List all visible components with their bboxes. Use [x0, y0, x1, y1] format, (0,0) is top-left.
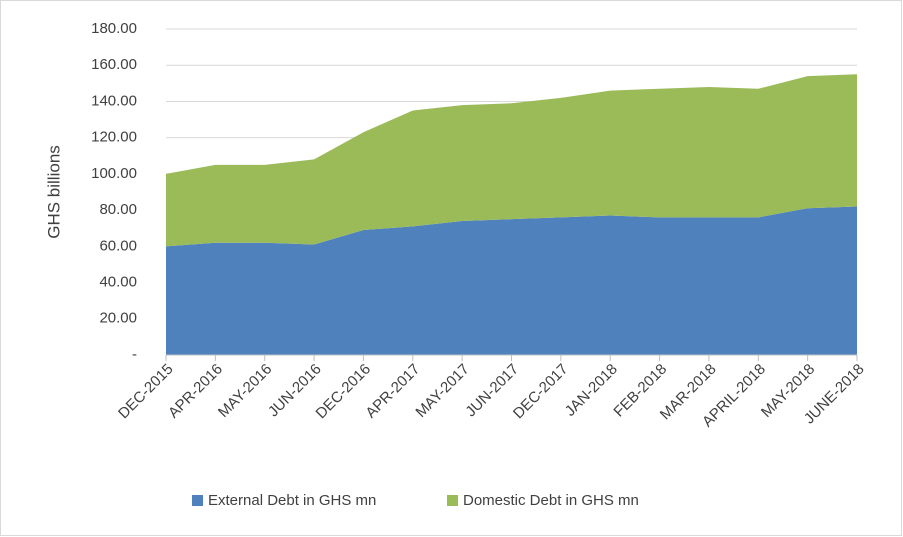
y-tick-label: 140.00: [91, 92, 137, 109]
legend-label: Domestic Debt in GHS mn: [463, 492, 639, 509]
y-tick-label: 60.00: [99, 237, 137, 254]
y-tick-label: 80.00: [99, 201, 137, 218]
y-tick-label: 160.00: [91, 56, 137, 73]
area: [166, 206, 857, 355]
legend-label: External Debt in GHS mn: [208, 492, 376, 509]
y-tick-label: 40.00: [99, 274, 137, 291]
y-tick-label: 180.00: [91, 20, 137, 37]
y-tick-label: 100.00: [91, 165, 137, 182]
y-tick-label: 20.00: [99, 310, 137, 327]
legend-swatch: [192, 495, 203, 506]
area: [166, 74, 857, 247]
y-tick-label: -: [132, 346, 137, 363]
y-tick-label: 120.00: [91, 129, 137, 146]
y-axis-label: GHS billions: [44, 145, 63, 239]
legend-swatch: [447, 495, 458, 506]
